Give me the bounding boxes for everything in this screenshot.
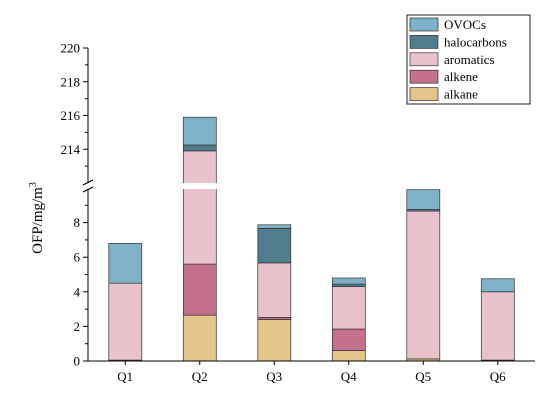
bar-segment-q2-aromatics [182,150,217,265]
x-tick-label-q5: Q5 [415,369,431,384]
y-tick-label-2: 2 [74,319,81,334]
x-tick-label-q1: Q1 [117,369,133,384]
bar-segment-q4-alkane [331,350,366,362]
y-tick-label-4: 4 [74,284,81,299]
bar-segment-q3-aromatics [257,262,292,318]
y-tick-label-220: 220 [61,41,81,56]
legend-label-alkene: alkene [444,69,478,84]
bar-segment-q1-aromatics [108,282,143,361]
bar-segment-q1-ovocs [108,243,143,284]
axis-break-mark [82,179,94,186]
legend-label-aromatics: aromatics [444,52,495,67]
legend-swatch-halocarbons [409,35,439,49]
bar-segment-q2-halocarbons [182,144,217,152]
y-tick-label-8: 8 [74,215,81,230]
legend-swatch-alkene [409,69,439,84]
y-tick-label-218: 218 [61,74,81,89]
x-tick-label-q3: Q3 [266,369,282,384]
x-tick-label-q4: Q4 [341,369,357,384]
bar-segment-q5-ovocs [406,189,441,210]
x-tick-label-q6: Q6 [490,369,506,384]
bar-segment-q4-aromatics [331,286,366,330]
y-axis-label: OFP/mg/m3 [28,182,46,254]
bar-segment-q3-halocarbons [257,227,292,264]
bar-segment-q2-alkene [182,263,217,316]
legend-swatch-aromatics [409,52,439,67]
y-tick-label-216: 216 [61,108,81,123]
y-tick-label-0: 0 [74,354,81,369]
bar-segment-q2-alkane [182,314,217,362]
x-tick-label-q2: Q2 [192,369,208,384]
bar-segment-q2-ovocs [182,116,217,146]
axis-break-mark [82,186,94,193]
bar-segment-q4-alkene [331,328,366,351]
bar-segment-q6-aromatics [480,291,515,361]
y-tick-label-214: 214 [61,142,81,157]
axis-break-gap [82,183,535,189]
legend-label-alkane: alkane [444,87,478,102]
legend-swatch-alkane [409,87,439,101]
bar-segment-q3-ovocs [257,224,292,229]
bar-segment-q5-aromatics [406,210,441,360]
y-tick-label-6: 6 [74,250,81,265]
legend-swatch-ovocs [409,17,439,32]
bar-segment-q4-ovocs [331,277,366,285]
legend-label-ovocs: OVOCs [444,17,486,32]
legend-label-halocarbons: halocarbons [444,34,507,49]
bar-segment-q6-ovocs [480,278,515,293]
bar-segment-q3-alkane [257,319,292,362]
